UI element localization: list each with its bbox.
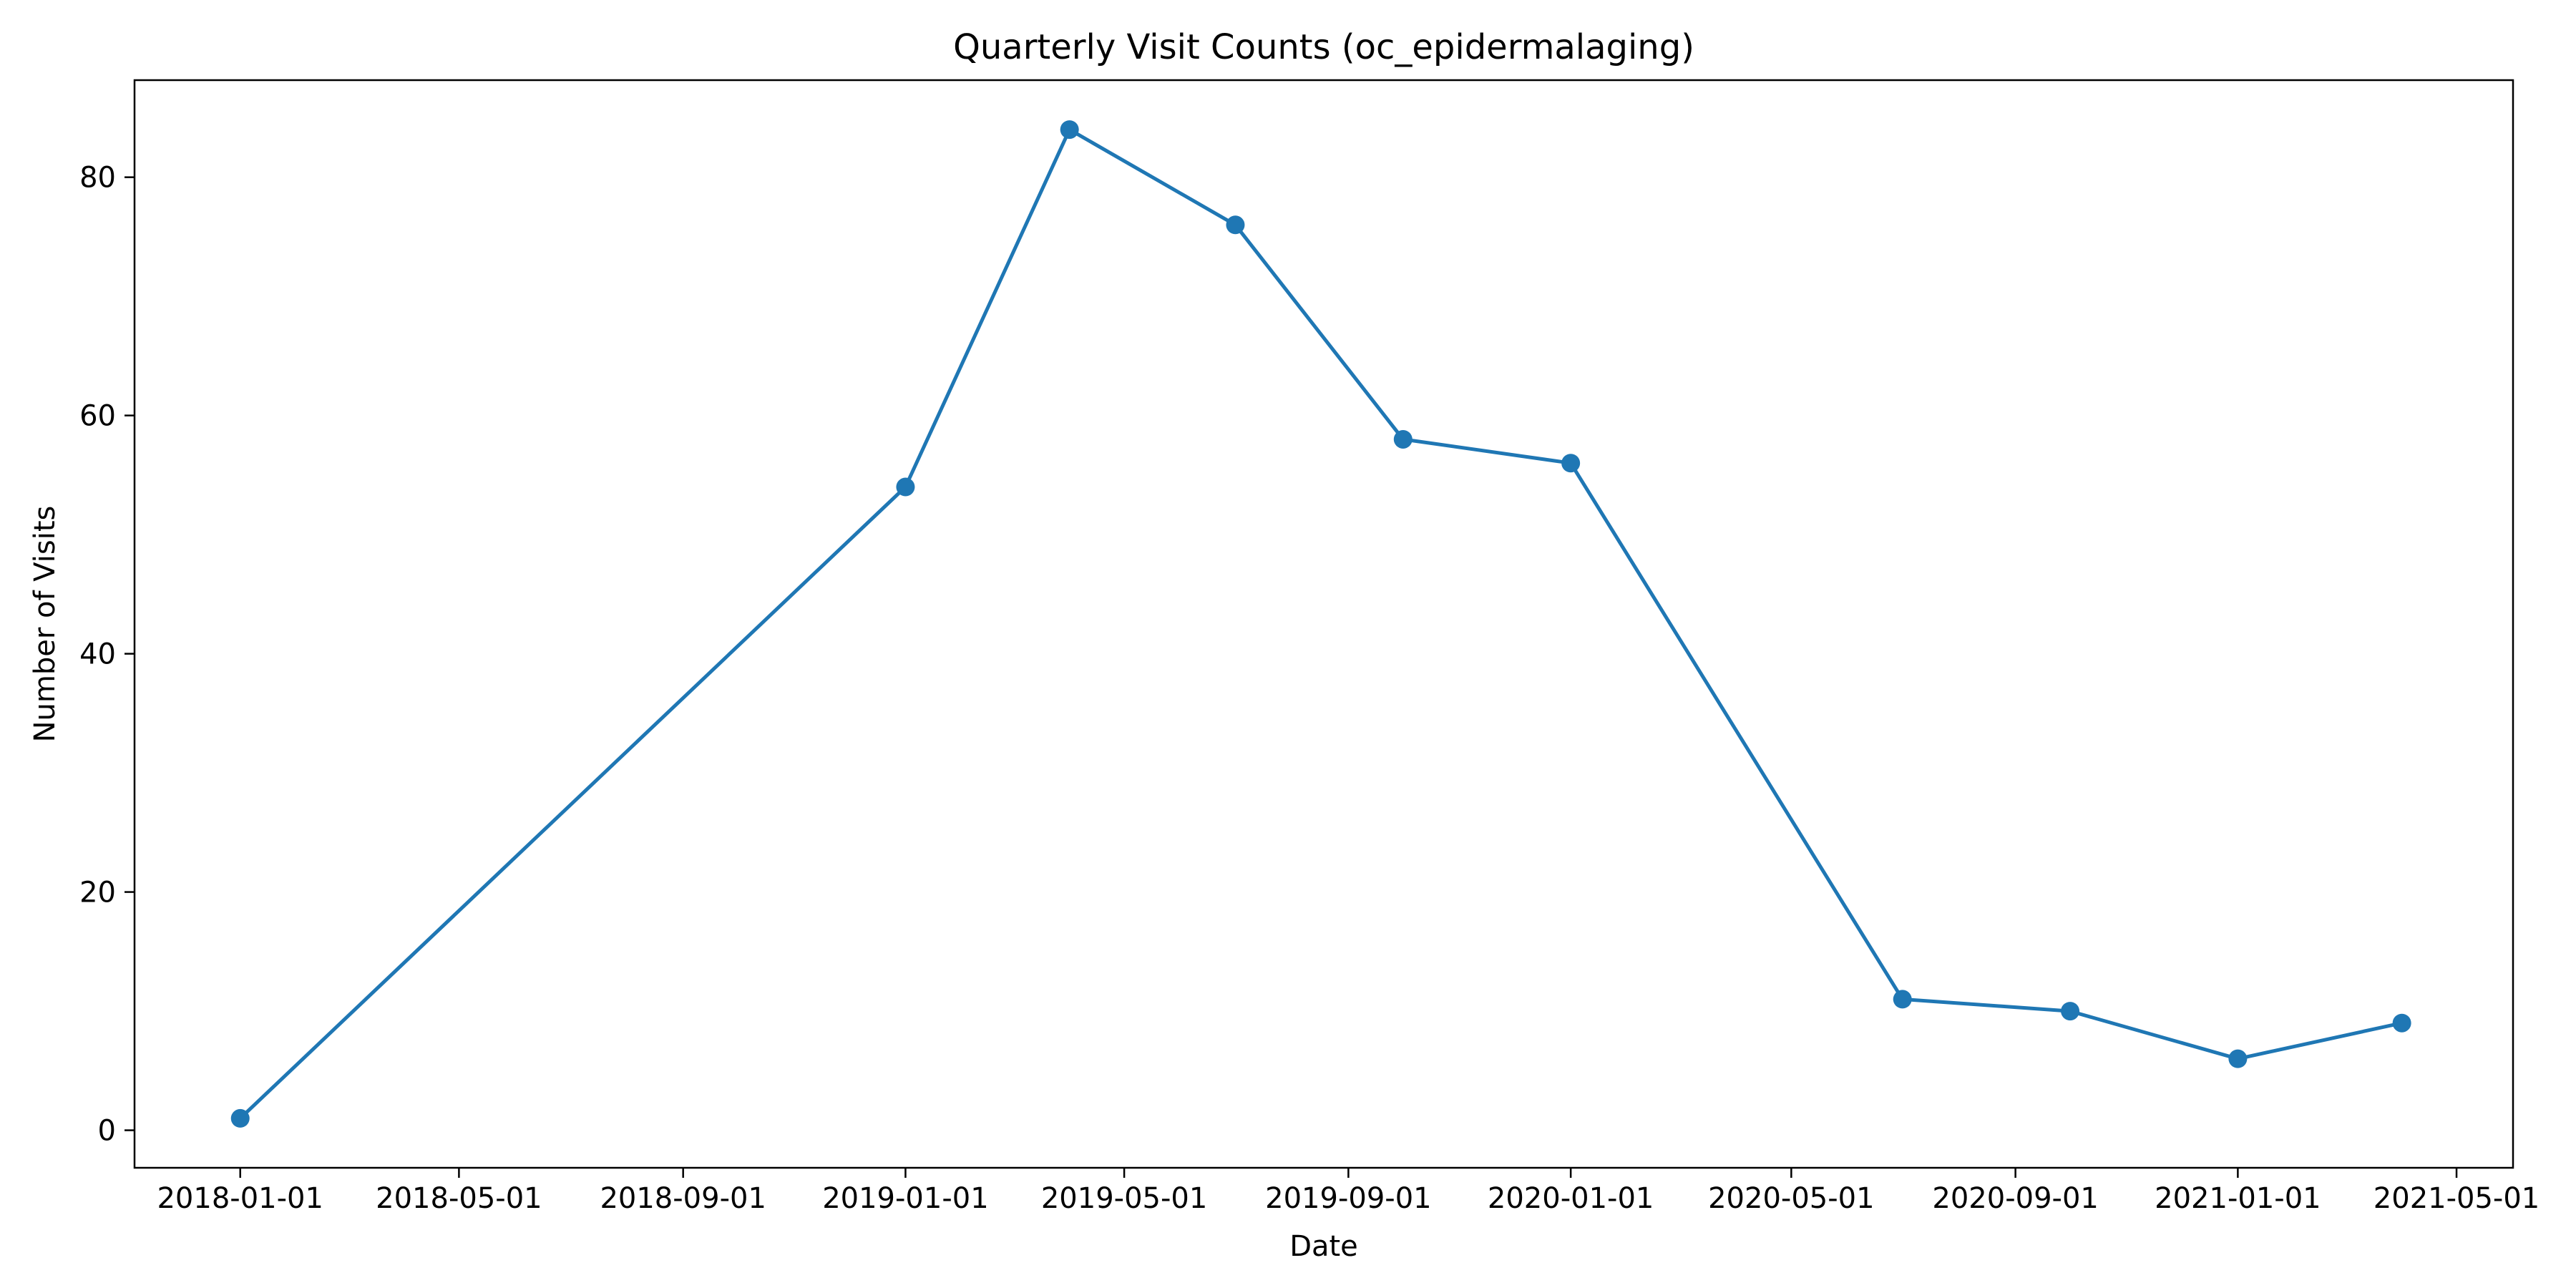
data-point: [896, 477, 915, 497]
x-tick-label: 2020-01-01: [1488, 1182, 1654, 1215]
x-axis-label: Date: [1289, 1230, 1358, 1263]
chart-title: Quarterly Visit Counts (oc_epidermalagin…: [953, 27, 1694, 67]
data-point: [1893, 990, 1912, 1009]
x-tick-label: 2021-05-01: [2373, 1182, 2540, 1215]
y-axis-label: Number of Visits: [29, 506, 62, 743]
y-tick-label: 80: [79, 162, 116, 195]
x-tick-label: 2019-09-01: [1265, 1182, 1431, 1215]
data-point: [2228, 1049, 2248, 1068]
data-point: [2392, 1013, 2411, 1033]
y-tick-label: 20: [79, 877, 116, 909]
data-point: [1060, 120, 1079, 140]
x-tick-label: 2019-05-01: [1041, 1182, 1207, 1215]
plot-area: [230, 120, 2411, 1128]
data-point: [230, 1108, 250, 1128]
y-tick-label: 40: [79, 638, 116, 671]
data-point: [2061, 1002, 2080, 1021]
x-tick-label: 2020-05-01: [1708, 1182, 1874, 1215]
x-tick-label: 2019-01-01: [822, 1182, 988, 1215]
x-tick-label: 2018-05-01: [376, 1182, 542, 1215]
y-tick-label: 60: [79, 400, 116, 433]
series-line: [238, 127, 2403, 1120]
plot-frame: [133, 79, 2514, 1169]
data-point: [1561, 454, 1581, 473]
data-point: [1226, 215, 1245, 235]
y-axis: 0 20 40 60 80: [79, 162, 135, 1148]
x-tick-label: 2020-09-01: [1932, 1182, 2098, 1215]
x-tick-label: 2018-09-01: [600, 1182, 766, 1215]
x-tick-label: 2018-01-01: [157, 1182, 323, 1215]
x-axis: 2018-01-01 2018-05-01 2018-09-01 2019-01-01…: [157, 1168, 2540, 1215]
x-tick-label: 2021-01-01: [2155, 1182, 2321, 1215]
data-point: [1393, 429, 1413, 449]
y-tick-label: 0: [98, 1115, 116, 1148]
